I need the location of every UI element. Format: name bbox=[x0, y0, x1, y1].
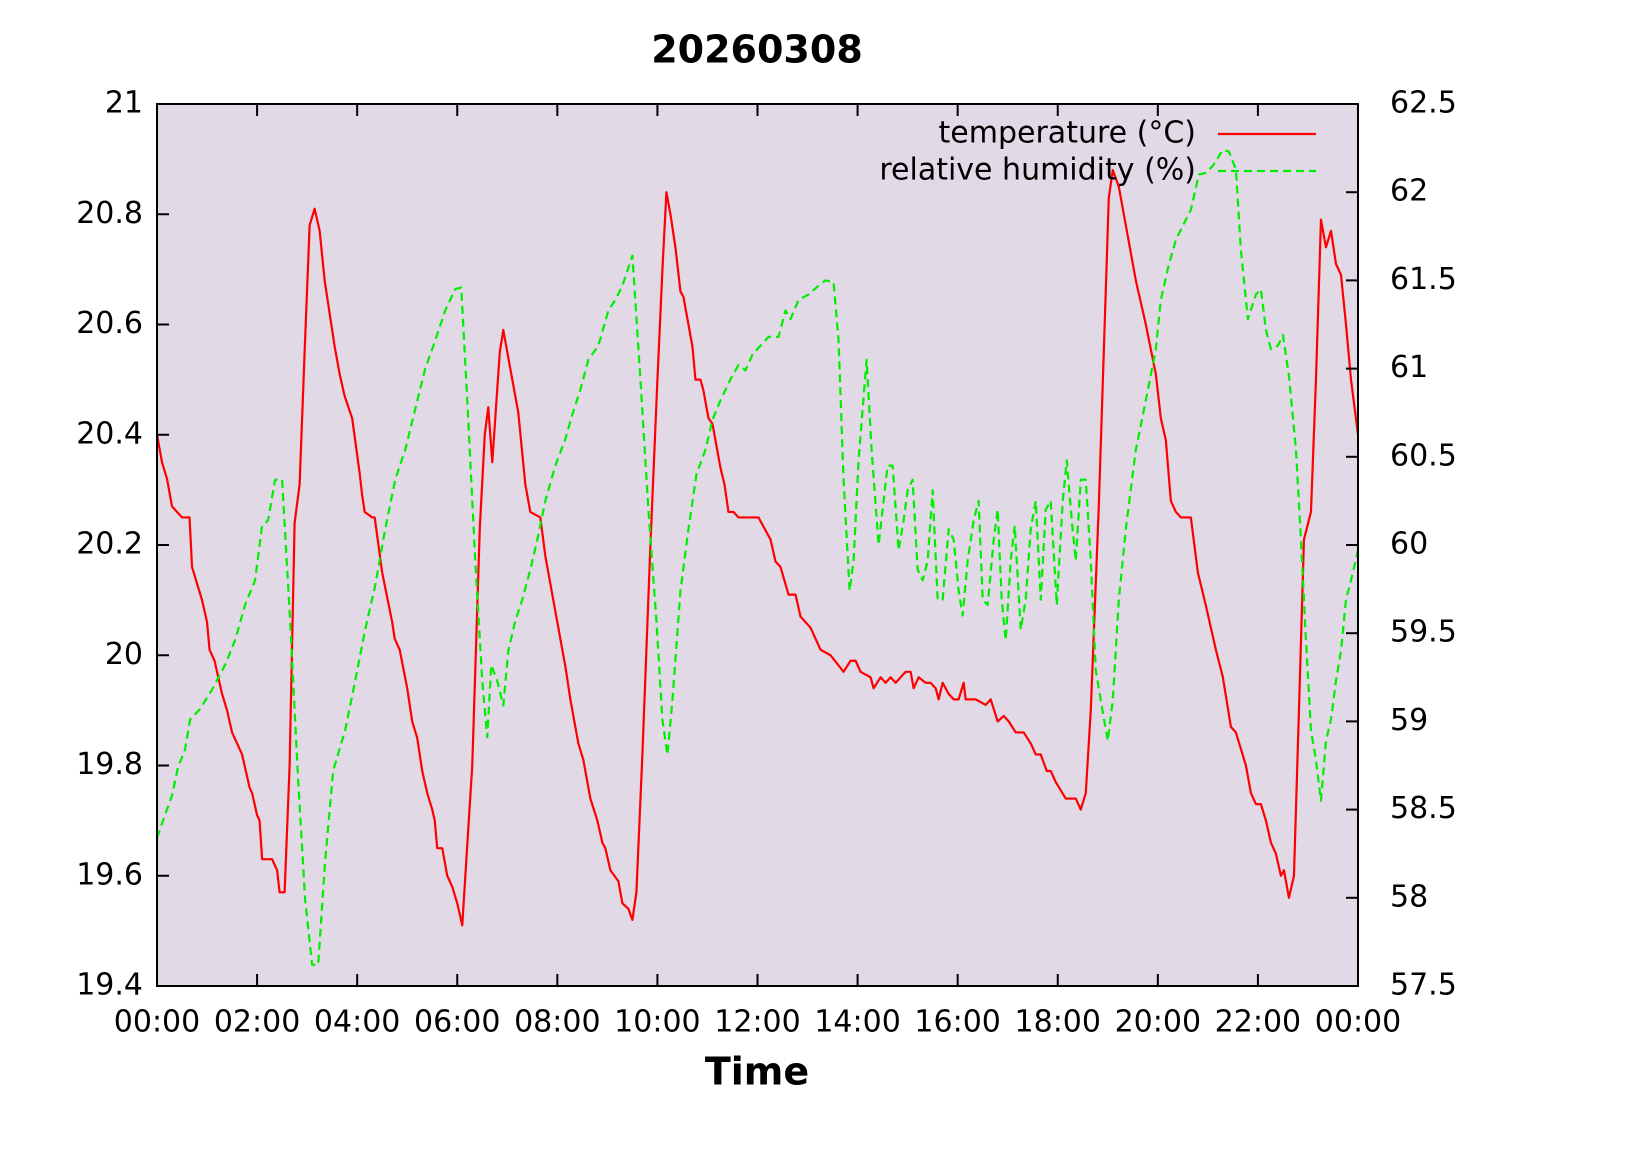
x-axis-label: Time bbox=[705, 1050, 809, 1094]
y-tick-label: 20 bbox=[105, 637, 143, 672]
x-tick-label: 16:00 bbox=[914, 1005, 1000, 1040]
x-tick-label: 18:00 bbox=[1015, 1005, 1101, 1040]
y-tick-label: 20.4 bbox=[76, 416, 143, 451]
x-tick-label: 00:00 bbox=[114, 1005, 200, 1040]
x-tick-label: 12:00 bbox=[714, 1005, 800, 1040]
x-tick-label: 08:00 bbox=[514, 1005, 600, 1040]
y2-tick-label: 61 bbox=[1390, 350, 1428, 385]
series-line bbox=[155, 169, 1360, 927]
chart-title: 20260308 bbox=[651, 28, 863, 72]
y-tick-label: 20.8 bbox=[76, 196, 143, 231]
series-line bbox=[155, 148, 1360, 966]
x-tick-label: 00:00 bbox=[1315, 1005, 1401, 1040]
x-tick-label: 20:00 bbox=[1115, 1005, 1201, 1040]
y-tick-label: 21 bbox=[105, 86, 143, 121]
legend-label: temperature (°C) bbox=[939, 116, 1196, 151]
y2-tick-label: 62 bbox=[1390, 174, 1428, 209]
y2-tick-label: 60.5 bbox=[1390, 438, 1457, 473]
y2-tick-label: 60 bbox=[1390, 527, 1428, 562]
y2-tick-label: 59.5 bbox=[1390, 615, 1457, 650]
y-tick-label: 19.8 bbox=[76, 747, 143, 782]
y2-tick-label: 57.5 bbox=[1390, 968, 1457, 1003]
y2-tick-label: 61.5 bbox=[1390, 262, 1457, 297]
plot-background bbox=[157, 104, 1358, 986]
x-tick-label: 22:00 bbox=[1215, 1005, 1301, 1040]
legend-label: relative humidity (%) bbox=[879, 153, 1196, 188]
x-tick-label: 02:00 bbox=[214, 1005, 300, 1040]
y-tick-label: 20.6 bbox=[76, 306, 143, 341]
y-tick-label: 19.6 bbox=[76, 857, 143, 892]
y-tick-label: 20.2 bbox=[76, 527, 143, 562]
y2-tick-label: 58.5 bbox=[1390, 791, 1457, 826]
marks bbox=[155, 148, 1360, 966]
x-tick-label: 10:00 bbox=[614, 1005, 700, 1040]
x-tick-label: 04:00 bbox=[314, 1005, 400, 1040]
y-tick-label: 19.4 bbox=[76, 968, 143, 1003]
y2-tick-label: 59 bbox=[1390, 703, 1428, 738]
x-tick-label: 06:00 bbox=[414, 1005, 500, 1040]
y2-tick-label: 58 bbox=[1390, 879, 1428, 914]
x-tick-label: 14:00 bbox=[814, 1005, 900, 1040]
y2-tick-label: 62.5 bbox=[1390, 86, 1457, 121]
